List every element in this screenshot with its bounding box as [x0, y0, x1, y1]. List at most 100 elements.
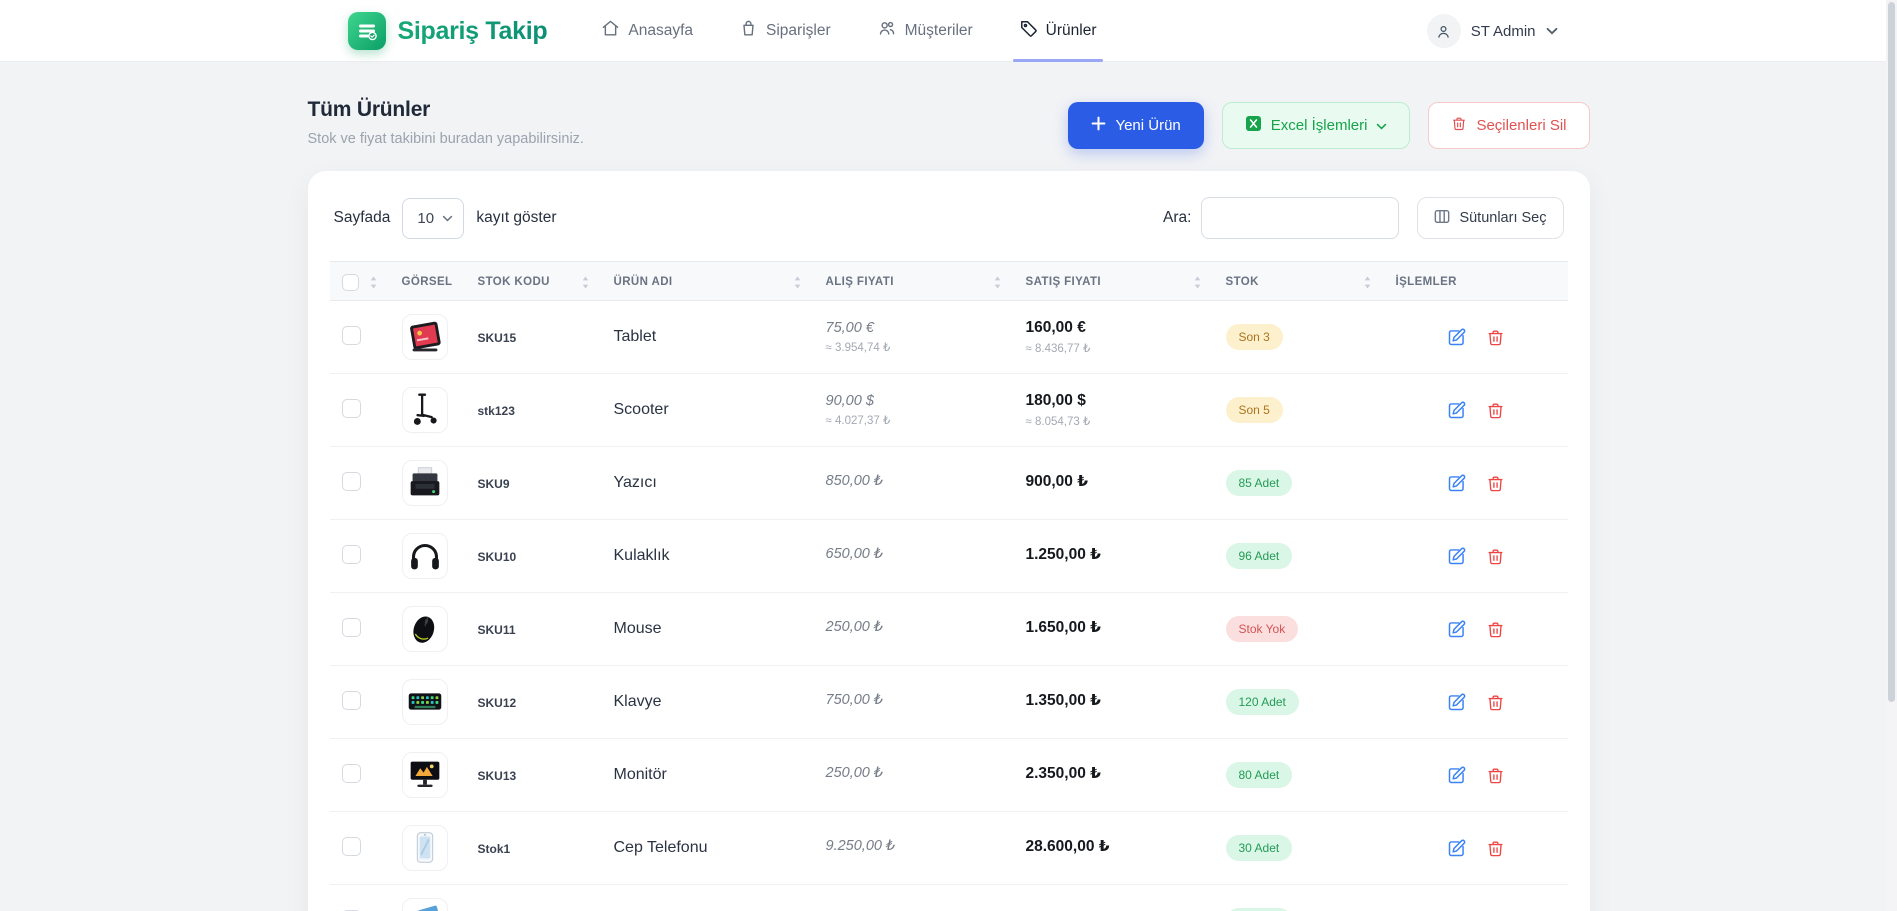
nav-item-musteriler[interactable]: Müşteriler [877, 0, 973, 62]
brand[interactable]: Sipariş Takip [347, 12, 548, 50]
columns-icon [1434, 209, 1450, 228]
users-icon [877, 19, 897, 43]
nav-label: Siparişler [766, 22, 831, 39]
edit-icon[interactable] [1446, 619, 1467, 640]
stock-badge: 80 Adet [1225, 762, 1293, 788]
buy-price: 250,00 ₺ [825, 619, 884, 635]
scrollbar-thumb[interactable] [1888, 2, 1895, 702]
user-menu[interactable]: ST Admin [1426, 14, 1558, 48]
main-nav: Anasayfa Siparişler Müşteriler [601, 0, 1103, 62]
header-stok-kodu[interactable]: STOK KODU [462, 262, 598, 302]
row-checkbox[interactable] [341, 763, 361, 783]
row-checkbox[interactable] [341, 325, 361, 345]
edit-icon[interactable] [1446, 473, 1467, 494]
product-name: Yazıcı [613, 474, 657, 491]
delete-icon[interactable] [1486, 765, 1505, 786]
products-card: Sayfada 10 kayıt göster Ara: Sü [307, 171, 1590, 911]
product-name: Tablet [613, 328, 657, 345]
chevron-down-icon [443, 215, 453, 221]
nav-label: Müşteriler [904, 22, 973, 39]
nav-label: Ürünler [1045, 22, 1097, 39]
column-label: İŞLEMLER [1395, 276, 1457, 288]
delete-icon[interactable] [1486, 546, 1505, 567]
tag-icon [1019, 19, 1038, 43]
sort-icon [1363, 275, 1372, 289]
delete-icon[interactable] [1486, 327, 1505, 348]
buy-price: 75,00 € [825, 320, 874, 336]
product-name: Mouse [613, 620, 662, 637]
chevron-down-icon [1546, 22, 1558, 40]
select-columns-button[interactable]: Sütunları Seç [1417, 197, 1564, 239]
table-header: GÖRSEL STOK KODU ÜRÜN ADI ALIŞ FIYATI SA… [329, 261, 1568, 302]
home-icon [601, 19, 620, 43]
edit-icon[interactable] [1446, 546, 1467, 567]
stock-badge: Son 5 [1225, 397, 1283, 423]
buy-price: 650,00 ₺ [825, 546, 884, 562]
row-checkbox[interactable] [341, 617, 361, 637]
row-checkbox[interactable] [341, 471, 361, 491]
app-logo-icon [347, 12, 386, 50]
buy-price-approx: ≈ 3.954,74 ₺ [825, 342, 891, 354]
edit-icon[interactable] [1446, 838, 1467, 859]
product-name: Cep Telefonu [613, 839, 708, 856]
product-image [401, 679, 448, 725]
column-label: STOK [1225, 276, 1259, 288]
stock-badge: 30 Adet [1225, 835, 1293, 861]
row-checkbox[interactable] [341, 836, 361, 856]
product-name: Scooter [613, 401, 669, 418]
bag-icon [739, 19, 758, 43]
nav-item-urunler[interactable]: Ürünler [1012, 0, 1103, 62]
search-input[interactable] [1201, 197, 1400, 239]
sort-icon [581, 275, 590, 289]
buy-price-approx: ≈ 4.027,37 ₺ [825, 415, 891, 427]
stock-badge: Stok Yok [1225, 616, 1299, 642]
edit-icon[interactable] [1446, 765, 1467, 786]
product-sku: SKU12 [477, 695, 517, 710]
row-checkbox[interactable] [341, 398, 361, 418]
nav-label: Anasayfa [628, 22, 694, 39]
delete-icon[interactable] [1486, 473, 1505, 494]
nav-item-anasayfa[interactable]: Anasayfa [601, 0, 693, 62]
trash-icon [1451, 115, 1467, 136]
delete-icon[interactable] [1486, 838, 1505, 859]
row-checkbox[interactable] [341, 690, 361, 710]
table-row: SKU15 Tablet 75,00 € ≈ 3.954,74 ₺ 160,00… [329, 301, 1568, 374]
delete-icon[interactable] [1486, 619, 1505, 640]
sell-price-approx: ≈ 8.054,73 ₺ [1025, 416, 1091, 428]
table-row: SKU11 Mouse 250,00 ₺ 1.650,00 ₺ Stok Yok [329, 593, 1568, 666]
page-size-value: 10 [417, 209, 435, 227]
nav-item-siparisler[interactable]: Siparişler [739, 0, 831, 62]
row-checkbox[interactable] [341, 544, 361, 564]
page-subtitle: Stok ve fiyat takibini buradan yapabilir… [307, 131, 584, 147]
page-title: Tüm Ürünler [307, 98, 431, 121]
delete-icon[interactable] [1486, 400, 1505, 421]
table-row: stk123 Scooter 90,00 $ ≈ 4.027,37 ₺ 180,… [329, 374, 1568, 447]
header-satis-fiyati[interactable]: SATIŞ FIYATI [1010, 262, 1210, 302]
excel-operations-button[interactable]: Excel İşlemleri [1221, 102, 1411, 149]
delete-icon[interactable] [1486, 692, 1505, 713]
product-image [401, 533, 448, 579]
header-urun-adi[interactable]: ÜRÜN ADI [598, 262, 810, 302]
search-label: Ara: [1163, 209, 1192, 226]
select-columns-label: Sütunları Seç [1459, 210, 1547, 226]
delete-selected-button[interactable]: Seçilenleri Sil [1428, 102, 1590, 149]
edit-icon[interactable] [1446, 400, 1467, 421]
product-sku: stk123 [477, 403, 515, 418]
header-alis-fiyati[interactable]: ALIŞ FIYATI [810, 262, 1010, 302]
page-size-select[interactable]: 10 [402, 197, 465, 239]
column-label: ALIŞ FIYATI [825, 276, 894, 288]
select-all-checkbox[interactable] [341, 273, 359, 291]
sell-price: 28.600,00 ₺ [1025, 837, 1110, 855]
new-product-button[interactable]: Yeni Ürün [1068, 102, 1204, 149]
header-select-all[interactable] [330, 262, 386, 302]
header-stok[interactable]: STOK [1210, 262, 1380, 302]
buy-price: 9.250,00 ₺ [825, 838, 896, 854]
sell-price-approx: ≈ 8.436,77 ₺ [1025, 343, 1091, 355]
buy-price: 90,00 $ [825, 393, 874, 409]
product-sku: SKU10 [477, 549, 517, 564]
column-label: GÖRSEL [401, 276, 453, 288]
page-scrollbar[interactable] [1886, 0, 1897, 911]
new-product-label: Yeni Ürün [1115, 117, 1181, 134]
edit-icon[interactable] [1446, 327, 1467, 348]
edit-icon[interactable] [1446, 692, 1467, 713]
